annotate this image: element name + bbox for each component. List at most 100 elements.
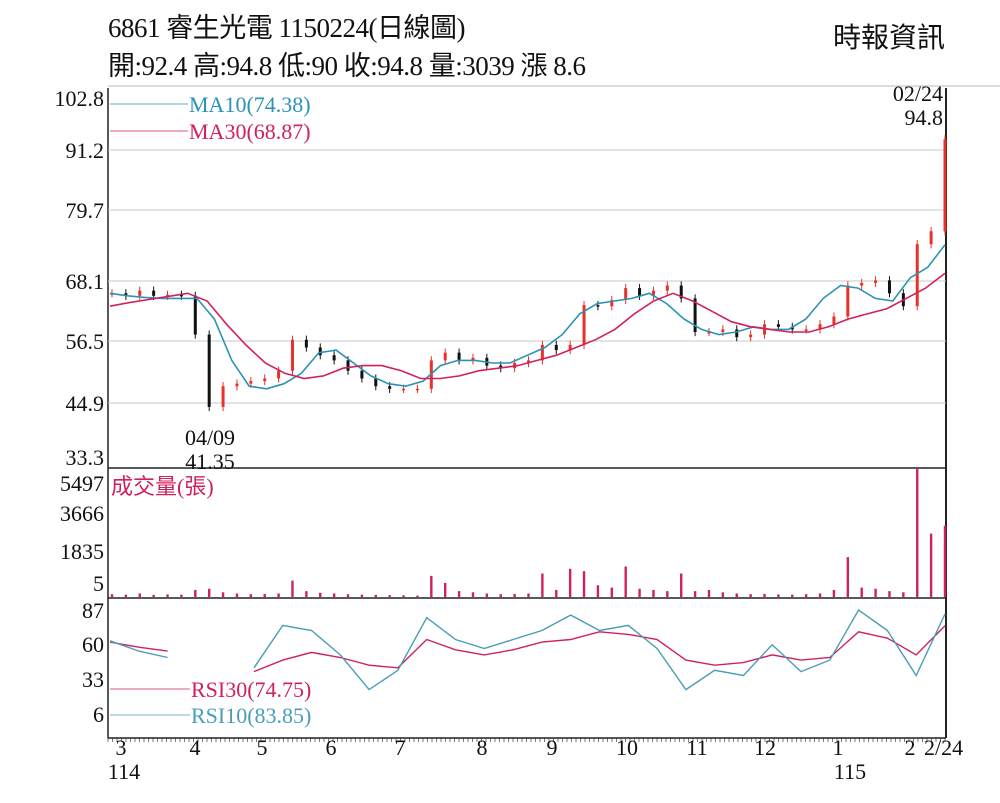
month-label: 9 (547, 735, 558, 760)
price-tick-label: 79.7 (66, 198, 105, 223)
rsi-panel: 87 60 33 6 RSI30(74.75)RSI10(83.85) (82, 598, 946, 728)
volume-bar (430, 575, 433, 597)
volume-bar (721, 592, 725, 597)
volume-bar (485, 593, 489, 597)
volume-bar (943, 525, 947, 597)
legend-ma30: MA30(68.87) (189, 119, 311, 144)
high-date-annotation: 02/24 (893, 81, 943, 106)
price-tick-label: 44.9 (66, 391, 105, 416)
month-label: 8 (477, 735, 488, 760)
volume-bar (124, 594, 128, 597)
price-tick-label: 91.2 (66, 138, 105, 163)
volume-bar (444, 582, 447, 597)
volume-bar (624, 566, 627, 597)
rsi-line-rsi30 (253, 625, 946, 673)
volume-bar (207, 588, 211, 597)
volume-bar (888, 591, 891, 597)
volume-bar (791, 594, 794, 597)
candle-body (249, 381, 253, 384)
volume-bar (652, 589, 655, 597)
low-value-annotation: 41.35 (185, 449, 235, 474)
volume-bar (818, 593, 822, 597)
candle-body (388, 386, 392, 389)
candle-body (860, 282, 864, 286)
candle-body (915, 244, 919, 307)
rsi-tick-label: 87 (82, 598, 104, 623)
volume-bar (291, 580, 294, 597)
candle-body (263, 378, 267, 382)
candle-body (499, 365, 503, 369)
month-label: 1 (833, 735, 844, 760)
candle-body (943, 139, 947, 232)
candle-body (679, 285, 683, 299)
month-label: 5 (257, 735, 268, 760)
rsi-tick-label: 33 (82, 667, 104, 692)
candle-body (471, 357, 475, 361)
quote-summary: 開:92.4 高:94.8 低:90 收:94.8 量:3039 漲 8.6 (108, 51, 586, 81)
candle-body (193, 295, 197, 335)
volume-bar (263, 593, 266, 597)
legend-rsi30: RSI30(74.75) (191, 677, 311, 702)
volume-bar (555, 589, 558, 597)
candle-body (166, 294, 170, 297)
candle-body (582, 305, 586, 345)
volume-bar (749, 594, 752, 597)
volume-bar (680, 573, 683, 597)
candle-body (415, 388, 419, 391)
month-label: 4 (190, 735, 201, 760)
volume-bar (152, 594, 155, 597)
volume-bar (110, 594, 114, 597)
price-panel: 102.8 91.2 79.7 68.1 56.5 44.9 33.3 MA10(74.38)… (55, 81, 947, 474)
candle-body (221, 386, 225, 407)
volume-bar (513, 593, 516, 597)
candle-body (651, 290, 655, 296)
candle-body (735, 329, 739, 338)
low-date-annotation: 04/09 (185, 425, 235, 450)
volume-tick-label: 5 (93, 571, 104, 596)
volume-bar (346, 594, 350, 597)
candle-body (874, 280, 878, 283)
rsi-line-rsi10 (109, 640, 168, 659)
candle-body (624, 288, 628, 300)
price-tick-label: 33.3 (66, 445, 105, 470)
candle-body (360, 370, 364, 379)
volume-bar (582, 571, 586, 597)
volume-bar (277, 593, 280, 597)
ma-line-ma10 (109, 244, 946, 390)
volume-bar (305, 591, 308, 597)
volume-bar (221, 592, 225, 597)
candle-body (665, 285, 669, 291)
candle-body (749, 334, 753, 338)
volume-tick-label: 3666 (60, 501, 104, 526)
volume-bar (360, 594, 364, 597)
candle-body (290, 339, 294, 371)
candle-body (776, 324, 780, 327)
candle-body (179, 294, 183, 297)
legend-rsi10: RSI10(83.85) (191, 703, 311, 728)
volume-bar (374, 594, 377, 597)
candle-body (887, 280, 891, 294)
volume-bar (471, 592, 475, 597)
candle-body (610, 299, 614, 307)
source-label: 時報資訊 (832, 23, 945, 54)
candle-body (346, 360, 350, 371)
volume-bar (638, 588, 641, 597)
high-value-annotation: 94.8 (905, 105, 944, 130)
volume-bar (138, 593, 141, 597)
candle-body (457, 352, 461, 361)
candle-body (818, 324, 822, 330)
candle-body (207, 334, 211, 407)
candle-body (277, 370, 281, 379)
volume-bar (180, 594, 183, 597)
volume-title: 成交量(張) (111, 474, 214, 499)
volume-bar (735, 593, 738, 597)
volume-bar (319, 592, 322, 597)
volume-bar (902, 592, 905, 597)
candle-body (124, 293, 128, 296)
candle-body (804, 329, 808, 331)
candle-body (318, 347, 322, 356)
volume-bar (249, 594, 253, 597)
volume-tick-label: 1835 (60, 539, 104, 564)
month-label: 2/24 (924, 735, 963, 760)
volume-bar (860, 587, 863, 597)
